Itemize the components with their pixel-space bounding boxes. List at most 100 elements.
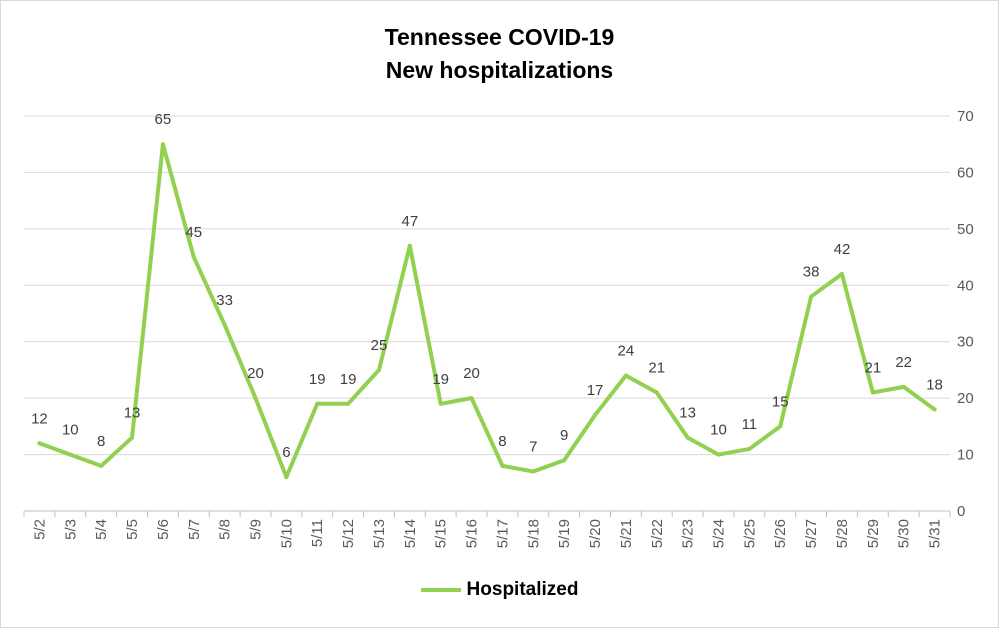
x-tick-label: 5/10 bbox=[278, 519, 295, 548]
data-point bbox=[654, 390, 659, 395]
y-tick-label: 40 bbox=[957, 277, 974, 294]
x-tick-label: 5/4 bbox=[93, 519, 110, 540]
data-label: 10 bbox=[62, 422, 79, 439]
x-tick-label: 5/18 bbox=[525, 519, 542, 548]
data-point bbox=[716, 452, 721, 457]
data-label: 9 bbox=[560, 427, 568, 444]
x-tick-label: 5/31 bbox=[927, 519, 944, 548]
data-point bbox=[685, 435, 690, 440]
data-point bbox=[500, 463, 505, 468]
data-point bbox=[191, 255, 196, 260]
data-point bbox=[531, 469, 536, 474]
x-tick-label: 5/24 bbox=[711, 519, 728, 548]
data-point bbox=[68, 452, 73, 457]
data-label: 19 bbox=[340, 371, 357, 388]
data-label: 25 bbox=[371, 337, 388, 354]
data-label: 47 bbox=[401, 213, 418, 230]
y-tick-label: 30 bbox=[957, 334, 974, 351]
data-point bbox=[562, 458, 567, 463]
x-tick-label: 5/23 bbox=[680, 519, 697, 548]
data-point bbox=[623, 373, 628, 378]
data-label: 33 bbox=[216, 292, 233, 309]
data-point bbox=[130, 435, 135, 440]
data-label: 65 bbox=[155, 111, 172, 128]
x-tick-label: 5/11 bbox=[309, 519, 326, 547]
data-point bbox=[870, 390, 875, 395]
x-tick-label: 5/12 bbox=[340, 519, 357, 548]
data-label: 20 bbox=[463, 365, 480, 382]
x-tick-label: 5/8 bbox=[217, 519, 234, 540]
x-tick-label: 5/3 bbox=[62, 519, 79, 540]
series-layer bbox=[37, 142, 937, 480]
legend-swatch-hospitalized bbox=[420, 588, 461, 592]
data-point bbox=[253, 396, 258, 401]
x-tick-label: 5/15 bbox=[433, 519, 450, 548]
data-point bbox=[747, 446, 752, 451]
x-tick-label: 5/2 bbox=[31, 519, 48, 540]
x-tick-label: 5/20 bbox=[587, 519, 604, 548]
data-point bbox=[901, 384, 906, 389]
data-point bbox=[932, 407, 937, 412]
data-label: 22 bbox=[895, 354, 912, 371]
x-tick-label: 5/27 bbox=[803, 519, 820, 548]
data-point bbox=[99, 463, 104, 468]
data-point bbox=[407, 243, 412, 248]
x-tick-label: 5/17 bbox=[494, 519, 511, 548]
data-point bbox=[160, 142, 165, 147]
data-point bbox=[376, 367, 381, 372]
legend: Hospitalized bbox=[1, 579, 998, 601]
data-label: 38 bbox=[803, 264, 820, 281]
y-tick-label: 0 bbox=[957, 503, 965, 520]
x-tick-label: 5/14 bbox=[402, 519, 419, 548]
data-label: 6 bbox=[282, 444, 290, 461]
chart-title-block: Tennessee COVID-19 New hospitalizations bbox=[1, 21, 998, 87]
x-tick-label: 5/28 bbox=[834, 519, 851, 548]
data-label: 8 bbox=[498, 433, 506, 450]
y-tick-label: 50 bbox=[957, 221, 974, 238]
data-point bbox=[438, 401, 443, 406]
data-label: 24 bbox=[618, 343, 635, 360]
data-point bbox=[469, 396, 474, 401]
data-label: 15 bbox=[772, 393, 789, 410]
data-point bbox=[593, 413, 598, 418]
data-label: 17 bbox=[587, 382, 604, 399]
data-point bbox=[839, 272, 844, 276]
data-label: 45 bbox=[185, 224, 202, 241]
data-label: 12 bbox=[31, 410, 48, 427]
data-label: 7 bbox=[529, 439, 537, 456]
x-tick-label: 5/16 bbox=[464, 519, 481, 548]
chart-title: Tennessee COVID-19 bbox=[384, 24, 615, 50]
data-label: 21 bbox=[864, 360, 881, 377]
data-label: 13 bbox=[679, 405, 696, 422]
x-tick-label: 5/7 bbox=[186, 519, 203, 540]
x-tick-label: 5/22 bbox=[649, 519, 666, 548]
x-tick-label: 5/26 bbox=[772, 519, 789, 548]
gridlines bbox=[24, 115, 950, 456]
x-tick-label: 5/29 bbox=[865, 519, 882, 548]
data-point bbox=[284, 475, 289, 480]
data-label: 42 bbox=[834, 241, 851, 258]
data-label: 18 bbox=[926, 376, 943, 393]
x-tick-label: 5/25 bbox=[741, 519, 758, 548]
x-tick-label: 5/19 bbox=[556, 519, 573, 548]
x-tick-label: 5/9 bbox=[248, 519, 265, 540]
data-point bbox=[315, 401, 320, 406]
x-tick-label: 5/5 bbox=[124, 519, 141, 540]
x-tick-label: 5/6 bbox=[155, 519, 172, 540]
y-tick-label: 60 bbox=[957, 164, 974, 181]
data-label: 19 bbox=[309, 371, 326, 388]
data-label: 11 bbox=[742, 416, 758, 433]
data-point bbox=[222, 322, 227, 327]
y-tick-label: 70 bbox=[957, 108, 974, 125]
data-label: 13 bbox=[124, 405, 141, 422]
y-tick-label: 10 bbox=[957, 447, 974, 464]
legend-label-hospitalized: Hospitalized bbox=[466, 579, 579, 600]
x-tick-label: 5/13 bbox=[371, 519, 388, 548]
data-point bbox=[37, 441, 42, 446]
data-labels: 12 10 8 13 65 45 33 20 6 19 19 25 47 19 20 8 7 9 17 24 21 13 1… bbox=[31, 111, 943, 461]
data-label: 21 bbox=[648, 360, 665, 377]
data-label: 19 bbox=[432, 371, 449, 388]
data-label: 20 bbox=[247, 365, 264, 382]
